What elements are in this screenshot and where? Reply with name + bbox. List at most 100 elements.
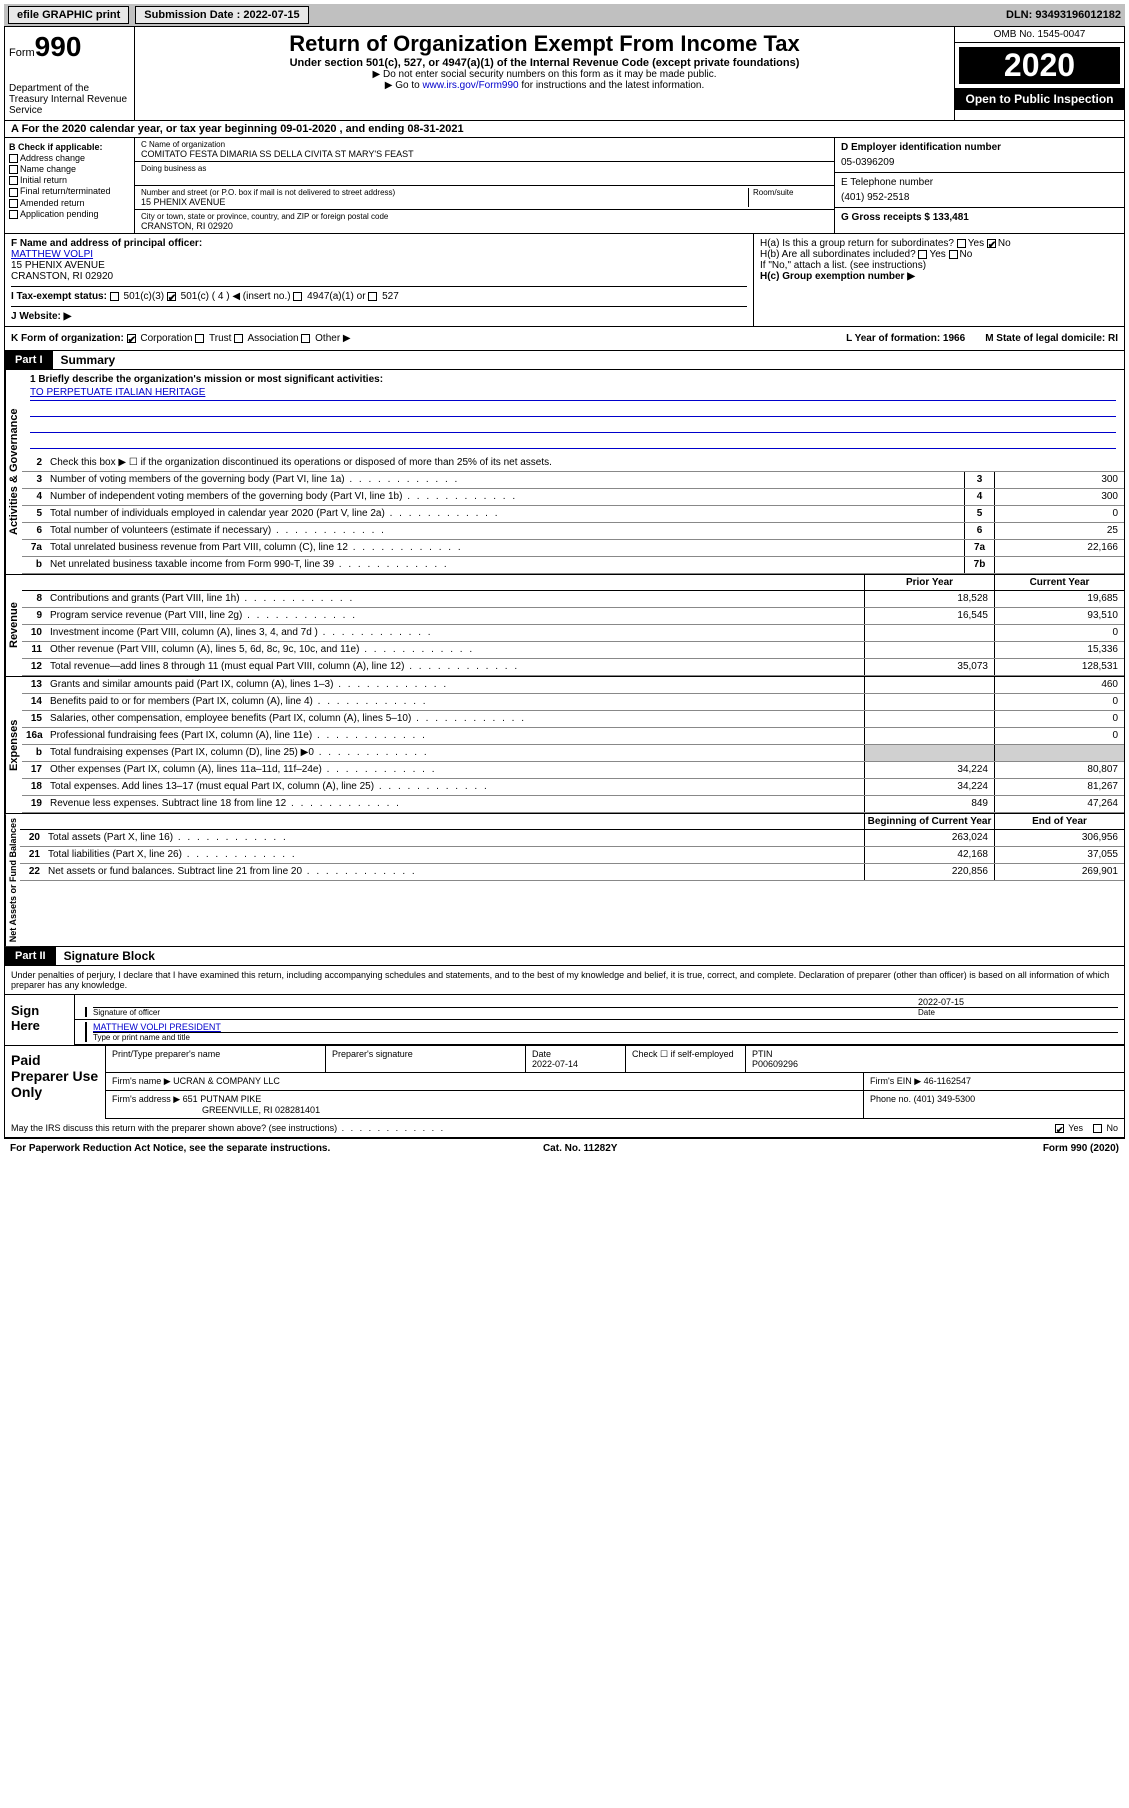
section-f-label: F Name and address of principal officer:: [11, 238, 747, 249]
summary-line: Program service revenue (Part VIII, line…: [46, 608, 864, 624]
discuss-question: May the IRS discuss this return with the…: [11, 1123, 1055, 1133]
prep-name-label: Print/Type preparer's name: [106, 1046, 326, 1072]
hc-row: H(c) Group exemption number ▶: [760, 271, 1118, 282]
chk-final[interactable]: Final return/terminated: [9, 186, 130, 196]
summary-line: Total unrelated business revenue from Pa…: [46, 540, 964, 556]
prior-year-hdr: Prior Year: [864, 575, 994, 590]
form-title: Return of Organization Exempt From Incom…: [143, 31, 946, 57]
officer-addr2: CRANSTON, RI 02920: [11, 271, 747, 282]
summary-line: Net assets or fund balances. Subtract li…: [44, 864, 864, 880]
firm-phone: Phone no. (401) 349-5300: [864, 1091, 1124, 1118]
part1-title: Summary: [53, 353, 116, 367]
section-k: K Form of organization: ✔ Corporation Tr…: [11, 333, 351, 344]
state-domicile: M State of legal domicile: RI: [985, 333, 1118, 344]
summary-line: Other expenses (Part IX, column (A), lin…: [46, 762, 864, 778]
summary-line: Contributions and grants (Part VIII, lin…: [46, 591, 864, 607]
firm-addr: Firm's address ▶ 651 PUTNAM PIKEGREENVIL…: [106, 1091, 864, 1118]
footer-right: Form 990 (2020): [1043, 1143, 1119, 1154]
summary-line: Benefits paid to or for members (Part IX…: [46, 694, 864, 710]
line1-label: 1 Briefly describe the organization's mi…: [30, 374, 1116, 385]
summary-line: Net unrelated business taxable income fr…: [46, 557, 964, 573]
type-label: Type or print name and title: [93, 1032, 1118, 1042]
period-text: A For the 2020 calendar year, or tax yea…: [5, 121, 1124, 138]
org-name-field: C Name of organization COMITATO FESTA DI…: [135, 138, 834, 162]
omb-number: OMB No. 1545-0047: [955, 27, 1124, 43]
note-ssn: ▶ Do not enter social security numbers o…: [143, 69, 946, 80]
submission-button[interactable]: Submission Date : 2022-07-15: [135, 6, 308, 24]
phone-field: E Telephone number (401) 952-2518: [835, 173, 1124, 208]
sig-officer-label: Signature of officer: [93, 1007, 918, 1017]
summary-line: Total number of volunteers (estimate if …: [46, 523, 964, 539]
prep-date: Date2022-07-14: [526, 1046, 626, 1072]
part2-title: Signature Block: [56, 949, 155, 963]
summary-line: Total number of individuals employed in …: [46, 506, 964, 522]
summary-line: Other revenue (Part VIII, column (A), li…: [46, 642, 864, 658]
part1-tab: Part I: [5, 351, 53, 369]
line2: Check this box ▶ ☐ if the organization d…: [46, 455, 1124, 471]
summary-line: Total revenue—add lines 8 through 11 (mu…: [46, 659, 864, 675]
mission-blank: [30, 419, 1116, 433]
section-b-label: B Check if applicable:: [9, 142, 130, 152]
form-number: Form990: [9, 31, 130, 63]
form-subtitle: Under section 501(c), 527, or 4947(a)(1)…: [143, 57, 946, 69]
summary-line: Professional fundraising fees (Part IX, …: [46, 728, 864, 744]
prep-sig-label: Preparer's signature: [326, 1046, 526, 1072]
chk-pending[interactable]: Application pending: [9, 209, 130, 219]
vert-expenses: Expenses: [5, 677, 22, 813]
summary-line: Investment income (Part VIII, column (A)…: [46, 625, 864, 641]
chk-amended[interactable]: Amended return: [9, 198, 130, 208]
gross-receipts: G Gross receipts $ 133,481: [835, 208, 1124, 227]
dept-text: Department of the Treasury Internal Reve…: [9, 83, 130, 116]
officer-name[interactable]: MATTHEW VOLPI: [11, 249, 747, 260]
summary-line: Revenue less expenses. Subtract line 18 …: [46, 796, 864, 812]
mission-blank: [30, 403, 1116, 417]
chk-initial[interactable]: Initial return: [9, 175, 130, 185]
efile-button[interactable]: efile GRAPHIC print: [8, 6, 129, 24]
summary-line: Total assets (Part X, line 16): [44, 830, 864, 846]
mission-text: TO PERPETUATE ITALIAN HERITAGE: [30, 387, 1116, 401]
summary-line: Total expenses. Add lines 13–17 (must eq…: [46, 779, 864, 795]
summary-line: Grants and similar amounts paid (Part IX…: [46, 677, 864, 693]
part2-tab: Part II: [5, 947, 56, 965]
ha-row: H(a) Is this a group return for subordin…: [760, 238, 1118, 249]
penalty-text: Under penalties of perjury, I declare th…: [5, 966, 1124, 995]
officer-printed-name[interactable]: MATTHEW VOLPI PRESIDENT: [93, 1022, 1118, 1032]
note-link: ▶ Go to www.irs.gov/Form990 for instruct…: [143, 80, 946, 91]
summary-line: Total fundraising expenses (Part IX, col…: [46, 745, 864, 761]
chk-address[interactable]: Address change: [9, 153, 130, 163]
year-formation: L Year of formation: 1966: [846, 333, 965, 344]
irs-link[interactable]: www.irs.gov/Form990: [422, 80, 518, 91]
officer-addr1: 15 PHENIX AVENUE: [11, 260, 747, 271]
firm-ein: Firm's EIN ▶ 46-1162547: [864, 1073, 1124, 1090]
tax-year: 2020: [955, 43, 1124, 88]
boy-hdr: Beginning of Current Year: [864, 814, 994, 829]
dln-text: DLN: 93493196012182: [1006, 9, 1121, 21]
footer-mid: Cat. No. 11282Y: [543, 1143, 617, 1154]
inspection-label: Open to Public Inspection: [955, 88, 1124, 110]
tax-exempt-row: I Tax-exempt status: 501(c)(3) ✔ 501(c) …: [11, 286, 747, 302]
summary-line: Number of independent voting members of …: [46, 489, 964, 505]
footer-left: For Paperwork Reduction Act Notice, see …: [10, 1143, 330, 1154]
topbar: efile GRAPHIC print Submission Date : 20…: [4, 4, 1125, 26]
mission-blank: [30, 435, 1116, 449]
current-year-hdr: Current Year: [994, 575, 1124, 590]
address-field: Number and street (or P.O. box if mail i…: [135, 186, 834, 210]
chk-name[interactable]: Name change: [9, 164, 130, 174]
ein-field: D Employer identification number 05-0396…: [835, 138, 1124, 173]
hb-row: H(b) Are all subordinates included? Yes …: [760, 249, 1118, 260]
summary-line: Number of voting members of the governin…: [46, 472, 964, 488]
sign-here-label: Sign Here: [5, 995, 75, 1045]
ptin: PTINP00609296: [746, 1046, 1124, 1072]
hb-note: If "No," attach a list. (see instruction…: [760, 260, 1118, 271]
eoy-hdr: End of Year: [994, 814, 1124, 829]
vert-net: Net Assets or Fund Balances: [5, 814, 20, 946]
city-field: City or town, state or province, country…: [135, 210, 834, 233]
vert-revenue: Revenue: [5, 575, 22, 676]
check-self[interactable]: Check ☐ if self-employed: [626, 1046, 746, 1072]
discuss-yes[interactable]: ✔ Yes: [1055, 1123, 1083, 1133]
vert-governance: Activities & Governance: [5, 370, 22, 574]
discuss-no[interactable]: No: [1093, 1123, 1118, 1133]
paid-preparer-label: Paid Preparer Use Only: [5, 1046, 105, 1119]
firm-name: Firm's name ▶ UCRAN & COMPANY LLC: [106, 1073, 864, 1090]
summary-line: Salaries, other compensation, employee b…: [46, 711, 864, 727]
